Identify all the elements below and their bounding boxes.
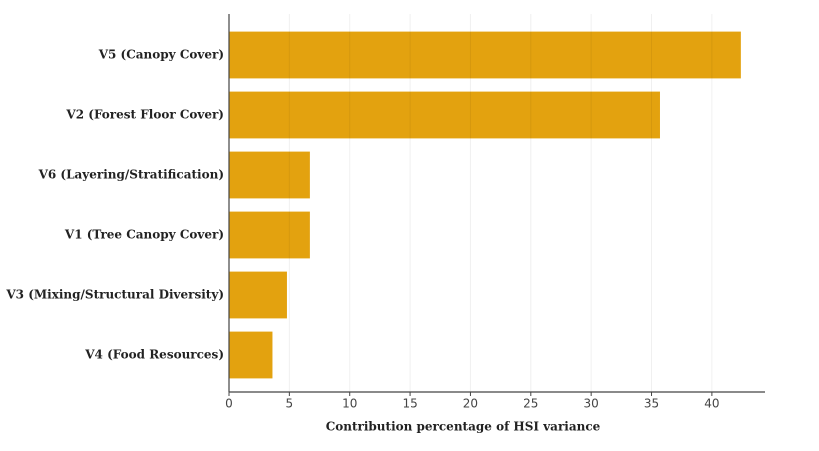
- x-tick-label: 25: [523, 397, 538, 411]
- x-tick-label: 30: [584, 397, 599, 411]
- bar: [229, 211, 310, 259]
- bar: [229, 271, 287, 319]
- bar: [229, 331, 273, 379]
- x-tick-label: 40: [704, 397, 719, 411]
- bar: [229, 31, 741, 79]
- y-tick-label: V3 (Mixing/Structural Diversity): [5, 288, 224, 302]
- bar: [229, 91, 660, 139]
- x-tick-label: 5: [286, 397, 294, 411]
- x-tick-label: 35: [644, 397, 659, 411]
- x-tick-label: 15: [402, 397, 417, 411]
- x-tick-label: 10: [342, 397, 357, 411]
- y-tick-label: V2 (Forest Floor Cover): [65, 108, 224, 122]
- x-tick-label: 20: [463, 397, 478, 411]
- y-tick-label: V6 (Layering/Stratification): [38, 168, 224, 182]
- y-tick-label: V1 (Tree Canopy Cover): [64, 228, 224, 242]
- x-tick-label: 0: [225, 397, 233, 411]
- bar: [229, 151, 310, 199]
- x-axis-label: Contribution percentage of HSI variance: [326, 420, 601, 434]
- y-tick-label: V4 (Food Resources): [84, 348, 224, 362]
- y-tick-label: V5 (Canopy Cover): [98, 48, 224, 62]
